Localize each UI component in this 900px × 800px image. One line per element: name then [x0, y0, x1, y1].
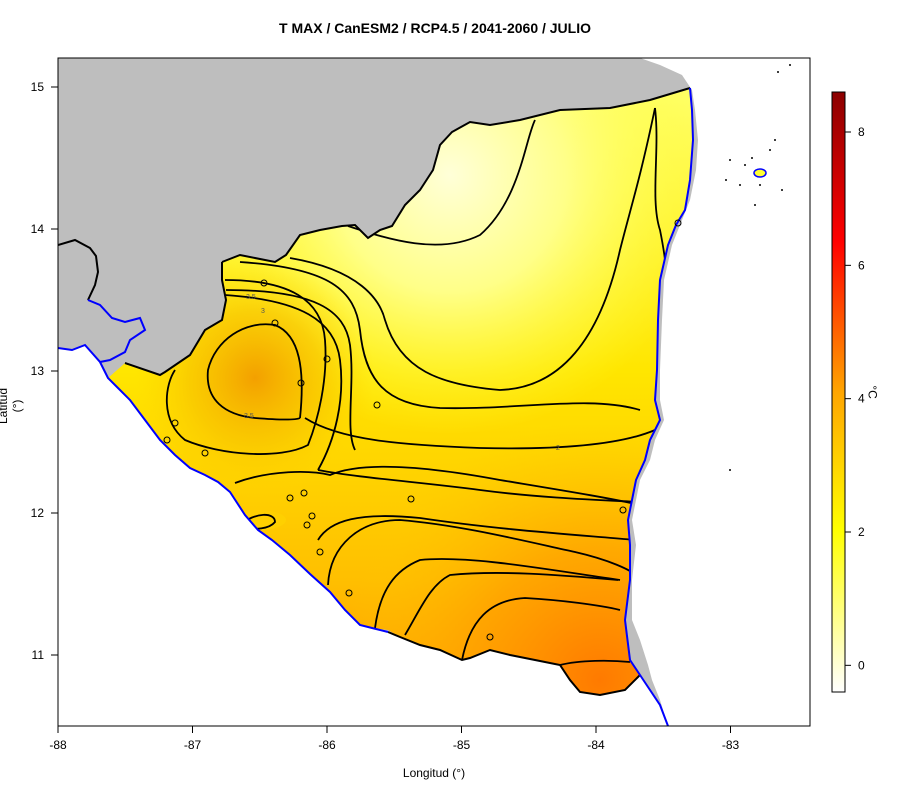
- contour-label: 3.5: [244, 413, 254, 420]
- plot-frame: [57, 57, 811, 727]
- colorbar-tick-label: 0: [858, 658, 865, 672]
- isotherm: [347, 119, 536, 246]
- x-axis-label: Longitud (°): [402, 766, 466, 780]
- x-tick-label: -83: [722, 738, 740, 752]
- colorbar: [831, 91, 846, 693]
- costa-rica-border: [387, 631, 641, 697]
- isotherm: [317, 469, 641, 503]
- x-tick-label: -86: [318, 738, 336, 752]
- x-tick-label: -85: [453, 738, 471, 752]
- station: [345, 589, 353, 597]
- station: [201, 449, 209, 457]
- isotherm: [327, 519, 637, 586]
- isotherm: [225, 289, 356, 451]
- contour-label: 3: [261, 308, 265, 315]
- colorbar-tick-label: 8: [858, 125, 865, 139]
- colorbar-tick-label: 4: [858, 392, 865, 406]
- station: [486, 633, 494, 641]
- isotherm: [289, 107, 656, 391]
- pacific-coastline: [58, 343, 389, 633]
- island: [753, 168, 767, 178]
- stations: [163, 219, 682, 641]
- station: [373, 401, 381, 409]
- colorbar-tick-label: 6: [858, 258, 865, 272]
- isotherm: [304, 417, 656, 450]
- x-axis: -88 -87 -86 -85 -84 -83: [49, 726, 739, 752]
- pacific-ocean: [58, 345, 668, 726]
- station: [171, 419, 179, 427]
- isotherm: [317, 515, 636, 541]
- y-tick-label: 13: [31, 364, 45, 378]
- x-tick-label: -87: [184, 738, 202, 752]
- isotherm: [224, 294, 343, 471]
- y-tick-label: 11: [32, 648, 45, 662]
- contour-labels: 3.5 3 3.5 2: [244, 294, 560, 452]
- y-axis: 11 12 13 14 15: [31, 80, 58, 662]
- isotherm: [234, 465, 641, 506]
- station: [163, 436, 171, 444]
- station: [323, 355, 331, 363]
- colorbar-ticks: 0 2 4 6 8: [845, 125, 865, 672]
- isotherm: [374, 558, 621, 629]
- isotherm: [461, 597, 621, 661]
- fonseca-coastline: [87, 299, 147, 363]
- station: [316, 548, 324, 556]
- station: [619, 506, 627, 514]
- contour-label: 2: [556, 445, 560, 452]
- station: [260, 279, 268, 287]
- station: [286, 494, 294, 502]
- station: [308, 512, 316, 520]
- isotherm: [404, 572, 619, 636]
- cayos-islands: [725, 64, 791, 471]
- caribbean-coastline: [623, 87, 695, 726]
- colorbar-tick-label: 2: [858, 525, 865, 539]
- contour-label: 3.5: [246, 294, 256, 301]
- station: [271, 319, 279, 327]
- y-tick-label: 12: [31, 506, 45, 520]
- x-tick-label: -84: [587, 738, 605, 752]
- y-tick-label: 15: [31, 80, 45, 94]
- colorbar-unit: °C: [865, 385, 880, 399]
- station: [300, 489, 308, 497]
- station: [303, 521, 311, 529]
- y-tick-label: 14: [31, 222, 45, 236]
- isotherm: [559, 659, 631, 666]
- borders: [58, 87, 695, 726]
- isotherm: [239, 261, 641, 411]
- x-tick-label: -88: [49, 738, 67, 752]
- isotherm: [206, 323, 303, 421]
- station: [407, 495, 415, 503]
- station: [674, 219, 682, 227]
- caribbean-sea: [632, 58, 810, 726]
- map-title: T MAX / CanESM2 / RCP4.5 / 2041-2060 / J…: [279, 20, 591, 36]
- y-axis-label: Latitud (°): [0, 387, 24, 425]
- station: [297, 379, 305, 387]
- isotherms: [165, 107, 668, 666]
- honduras-border: [58, 87, 691, 377]
